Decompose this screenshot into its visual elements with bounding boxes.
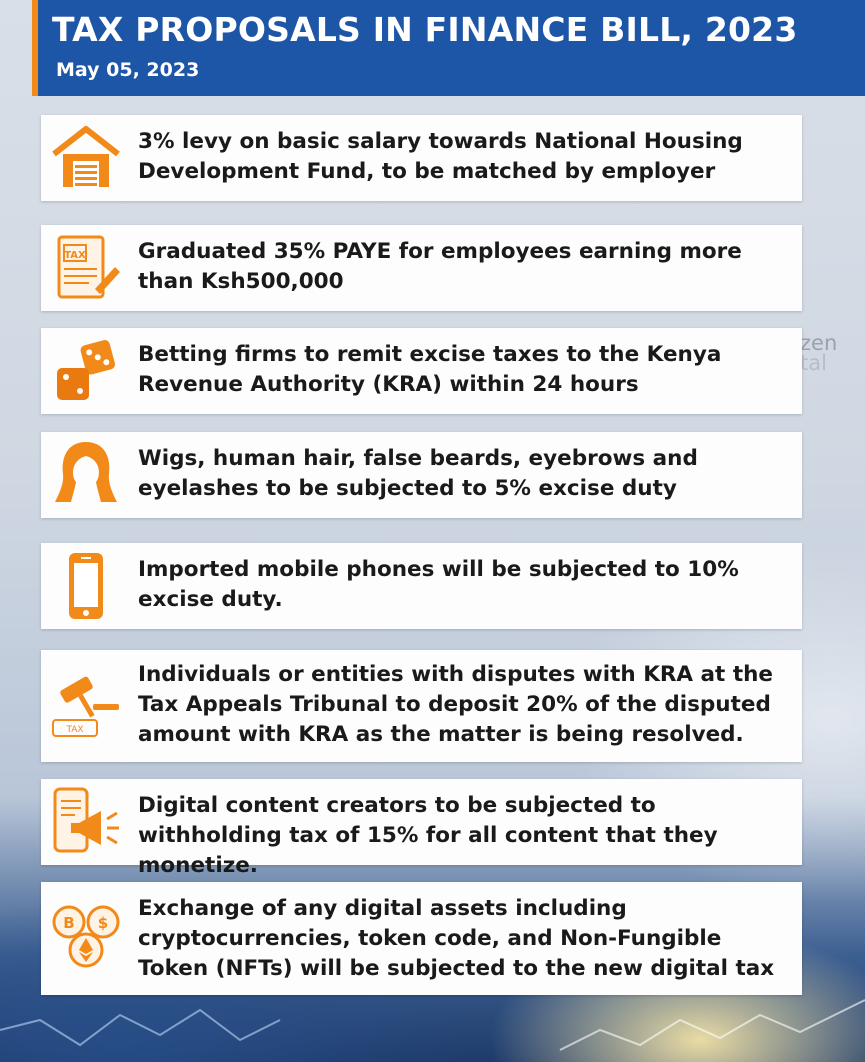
watermark: zen tal: [800, 331, 838, 375]
proposal-card-betting: Betting firms to remit excise taxes to t…: [41, 328, 802, 414]
publish-date: May 05, 2023: [56, 59, 200, 81]
tax-document-icon: TAX: [57, 235, 120, 299]
proposal-card-disputes: TAX Individuals or entities with dispute…: [41, 650, 802, 762]
proposal-text: Digital content creators to be subjected…: [138, 793, 718, 878]
proposal-card-paye: TAX Graduated 35% PAYE for employees ear…: [41, 225, 802, 311]
proposal-card-wigs: Wigs, human hair, false beards, eyebrows…: [41, 432, 802, 518]
svg-text:B: B: [63, 914, 74, 932]
gavel-icon: TAX: [52, 676, 119, 737]
proposal-text: Wigs, human hair, false beards, eyebrows…: [138, 446, 698, 501]
svg-text:$: $: [98, 914, 108, 932]
crypto-coins-icon: B $: [52, 905, 120, 968]
header-banner: TAX PROPOSALS IN FINANCE BILL, 2023 May …: [32, 0, 865, 96]
svg-text:TAX: TAX: [65, 725, 83, 735]
page-title: TAX PROPOSALS IN FINANCE BILL, 2023: [52, 10, 798, 49]
house-icon: [52, 126, 120, 187]
proposal-card-phones: Imported mobile phones will be subjected…: [41, 543, 802, 629]
proposal-text: Betting firms to remit excise taxes to t…: [138, 342, 722, 397]
wig-icon: [55, 442, 117, 502]
proposal-card-digital-content: Digital content creators to be subjected…: [41, 779, 802, 878]
proposal-text: Graduated 35% PAYE for employees earning…: [138, 239, 742, 294]
mobile-phone-icon: [69, 553, 103, 619]
proposal-card-digital-assets: B $ Exchange of any digital assets inclu…: [41, 882, 802, 995]
dice-icon: [57, 340, 116, 400]
svg-text:TAX: TAX: [64, 250, 86, 261]
proposal-text: Imported mobile phones will be subjected…: [138, 557, 739, 612]
proposal-text: Individuals or entities with disputes wi…: [138, 662, 773, 747]
proposal-text: Exchange of any digital assets including…: [138, 896, 775, 981]
chart-decoration: [0, 999, 865, 1051]
proposal-card-housing: 3% levy on basic salary towards National…: [41, 115, 802, 201]
digital-content-icon: [53, 787, 119, 853]
proposal-text: 3% levy on basic salary towards National…: [138, 129, 743, 184]
